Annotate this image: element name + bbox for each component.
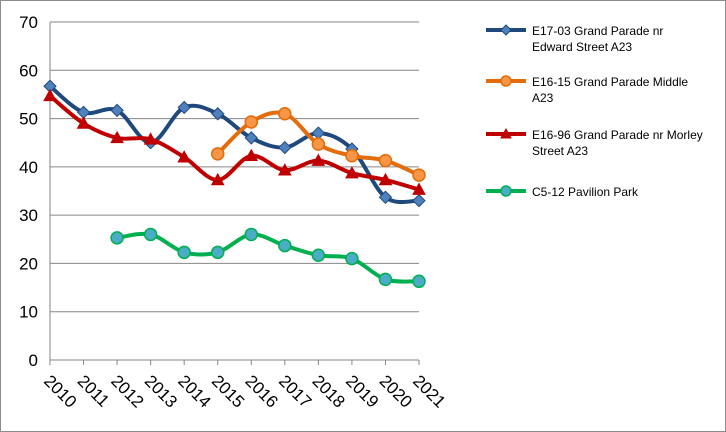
x-tick-label: 2016 [241, 371, 281, 411]
x-tick-label: 2020 [376, 371, 416, 411]
x-tick-label: 2017 [275, 371, 315, 411]
y-tick-label: 10 [19, 303, 38, 322]
data-point [412, 193, 426, 208]
series-1 [210, 106, 426, 182]
x-tick-label: 2018 [309, 371, 349, 411]
series-line [115, 231, 421, 284]
legend-item-3: C5-12 Pavilion Park [486, 185, 639, 199]
data-point [378, 172, 393, 186]
data-point [76, 116, 91, 129]
legend-label-line: C5-12 Pavilion Park [532, 185, 639, 199]
data-point [110, 231, 124, 245]
data-point [143, 132, 158, 145]
data-point [378, 190, 393, 204]
series-line [48, 84, 421, 204]
series-2 [43, 88, 426, 195]
series-3 [110, 227, 426, 289]
data-point [110, 130, 124, 144]
data-point [277, 163, 292, 176]
legend-label: E16-96 Grand Parade nr Morley Street A23 [532, 128, 703, 158]
series-0 [43, 79, 426, 208]
data-point [345, 149, 359, 163]
data-point [345, 166, 359, 179]
legend-item-2: E16-96 Grand Parade nr Morley Street A23 [486, 127, 703, 158]
legend-item-0: E17-03 Grand Parade nr Edward Street A23 [486, 24, 663, 54]
data-point [244, 227, 259, 242]
y-tick-label: 60 [19, 61, 38, 80]
legend-label-line: Street A23 [532, 144, 588, 158]
x-tick-label: 2015 [208, 371, 248, 411]
x-tick-label: 2021 [409, 371, 449, 411]
y-tick-label: 20 [19, 254, 38, 273]
data-point [177, 100, 191, 115]
data-point [345, 251, 359, 266]
x-tick-label: 2012 [107, 371, 147, 411]
data-point [311, 126, 326, 140]
x-tick-label: 2019 [342, 371, 382, 411]
data-point [210, 172, 225, 186]
legend-label-line: E17-03 Grand Parade nr [532, 24, 663, 38]
y-tick-label: 40 [19, 158, 38, 177]
data-point [412, 182, 426, 195]
legend-label: C5-12 Pavilion Park [532, 185, 639, 199]
legend-swatch-marker [500, 185, 512, 197]
data-point [143, 227, 158, 242]
legend-swatch-marker [500, 127, 512, 139]
x-tick-label: 2014 [174, 371, 214, 411]
data-point [210, 147, 225, 161]
legend-label-line: E16-15 Grand Parade Middle [532, 75, 688, 89]
y-tick-label: 50 [19, 110, 38, 129]
data-point [311, 137, 326, 151]
data-point [412, 274, 426, 289]
data-point [43, 88, 57, 102]
data-point [278, 140, 292, 155]
data-point [378, 153, 393, 168]
legend-label-line: E16-96 Grand Parade nr Morley [532, 128, 703, 142]
legend-item-1: E16-15 Grand Parade Middle A23 [486, 75, 688, 105]
series-layer [43, 79, 426, 289]
x-axis: 2010201120122013201420152016201720182019… [40, 359, 449, 412]
data-point [211, 107, 225, 121]
x-tick-label: 2011 [74, 371, 113, 410]
legend-label: E16-15 Grand Parade Middle A23 [532, 75, 688, 105]
data-point [210, 245, 225, 260]
data-point [311, 153, 326, 166]
data-point [110, 103, 124, 118]
data-point [177, 245, 191, 260]
y-axis: 0 10 20 30 40 50 60 70 [19, 13, 51, 370]
data-point [311, 248, 326, 262]
legend-label: E17-03 Grand Parade nr Edward Street A23 [532, 24, 663, 54]
legend-swatch-marker [500, 75, 512, 87]
x-tick-label: 2010 [40, 371, 80, 411]
data-point [244, 131, 258, 145]
y-tick-label: 30 [19, 206, 38, 225]
data-point [278, 238, 292, 253]
data-point [244, 148, 259, 162]
legend-label-line: A23 [532, 91, 554, 105]
y-tick-label: 0 [29, 351, 38, 370]
data-point [412, 168, 426, 182]
legend-swatch-marker [500, 24, 512, 36]
data-point [244, 115, 259, 129]
y-tick-label: 70 [19, 13, 38, 32]
data-point [278, 106, 292, 121]
x-tick-label: 2013 [141, 371, 181, 411]
legend: E17-03 Grand Parade nr Edward Street A23E… [486, 24, 703, 199]
data-point [177, 150, 192, 163]
legend-label-line: Edward Street A23 [532, 40, 632, 54]
data-point [378, 272, 393, 287]
